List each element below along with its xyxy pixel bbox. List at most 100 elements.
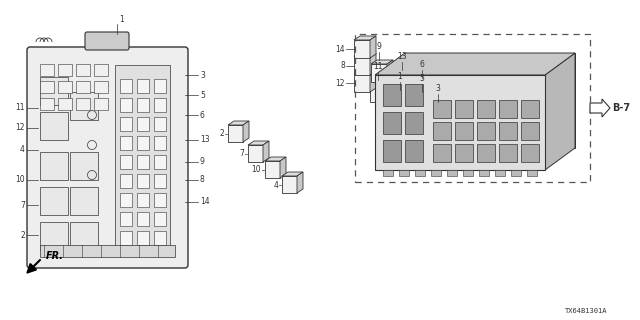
Polygon shape — [280, 157, 286, 178]
Text: 5: 5 — [420, 74, 424, 83]
Bar — [120, 212, 132, 226]
Bar — [405, 112, 423, 134]
Text: 1: 1 — [119, 15, 124, 24]
Bar — [499, 122, 517, 140]
Bar — [479, 170, 489, 176]
FancyBboxPatch shape — [27, 47, 188, 268]
Text: TX64B1301A: TX64B1301A — [565, 308, 607, 314]
Bar — [455, 100, 473, 118]
Bar — [137, 212, 149, 226]
Polygon shape — [354, 36, 376, 40]
Text: 6: 6 — [200, 110, 205, 119]
Text: FR.: FR. — [46, 251, 64, 261]
Bar — [521, 100, 539, 118]
Polygon shape — [263, 141, 269, 162]
Polygon shape — [545, 53, 575, 170]
Polygon shape — [354, 40, 370, 58]
Bar — [137, 193, 149, 207]
Bar — [120, 98, 132, 112]
Bar — [40, 152, 68, 180]
Bar — [70, 222, 98, 250]
Bar — [154, 174, 166, 188]
Bar — [120, 79, 132, 93]
Polygon shape — [370, 70, 376, 92]
Polygon shape — [370, 84, 386, 102]
Bar — [40, 64, 54, 76]
Polygon shape — [430, 106, 446, 124]
Polygon shape — [430, 78, 436, 100]
Bar — [58, 98, 72, 110]
Text: 4: 4 — [273, 180, 278, 189]
Bar — [40, 245, 175, 257]
Polygon shape — [370, 53, 376, 75]
Bar — [399, 170, 409, 176]
Polygon shape — [386, 80, 392, 102]
Polygon shape — [410, 70, 416, 92]
Text: 7: 7 — [20, 201, 25, 210]
Polygon shape — [430, 102, 452, 106]
Text: 4: 4 — [20, 146, 25, 155]
Text: 13: 13 — [397, 52, 407, 61]
FancyBboxPatch shape — [85, 32, 129, 50]
Bar — [477, 144, 495, 162]
Bar — [76, 81, 90, 93]
Bar — [40, 81, 54, 93]
Bar — [477, 100, 495, 118]
Bar — [527, 170, 537, 176]
Bar — [120, 231, 132, 245]
Polygon shape — [414, 92, 436, 96]
Polygon shape — [354, 57, 370, 75]
Bar — [120, 136, 132, 150]
Text: 7: 7 — [239, 149, 244, 158]
Text: 2: 2 — [20, 230, 25, 239]
Text: B-7: B-7 — [612, 103, 630, 113]
Bar — [154, 98, 166, 112]
Polygon shape — [370, 80, 392, 84]
Text: 12: 12 — [335, 78, 345, 87]
Polygon shape — [414, 82, 430, 100]
Polygon shape — [414, 96, 430, 114]
Text: 14: 14 — [200, 197, 210, 206]
Polygon shape — [590, 99, 610, 117]
Text: 11: 11 — [15, 103, 25, 113]
Text: 1: 1 — [397, 72, 403, 81]
Bar — [499, 100, 517, 118]
Bar — [383, 170, 393, 176]
Bar — [70, 187, 98, 215]
Polygon shape — [243, 121, 249, 142]
Text: 6: 6 — [420, 60, 424, 69]
Text: 5: 5 — [200, 91, 205, 100]
Text: 8: 8 — [200, 175, 205, 185]
Polygon shape — [375, 53, 575, 75]
Bar — [383, 84, 401, 106]
Bar — [137, 174, 149, 188]
Text: 8: 8 — [340, 61, 345, 70]
Polygon shape — [387, 60, 393, 82]
Polygon shape — [408, 90, 414, 112]
Polygon shape — [297, 172, 303, 193]
Text: 2: 2 — [220, 130, 224, 139]
Polygon shape — [282, 172, 303, 176]
Bar — [415, 170, 425, 176]
Bar — [137, 155, 149, 169]
Bar — [120, 174, 132, 188]
Bar — [94, 98, 108, 110]
Bar — [94, 81, 108, 93]
Bar — [154, 155, 166, 169]
Polygon shape — [248, 145, 263, 162]
Bar — [447, 170, 457, 176]
Bar — [154, 193, 166, 207]
Bar — [405, 84, 423, 106]
Polygon shape — [354, 74, 370, 92]
Bar — [433, 100, 451, 118]
Text: 11: 11 — [373, 62, 383, 71]
Bar — [70, 152, 98, 180]
Polygon shape — [392, 90, 414, 94]
Bar — [521, 122, 539, 140]
Bar — [120, 193, 132, 207]
Bar — [455, 122, 473, 140]
Polygon shape — [394, 70, 416, 74]
Bar — [40, 112, 68, 140]
Polygon shape — [394, 74, 410, 92]
Bar — [120, 155, 132, 169]
